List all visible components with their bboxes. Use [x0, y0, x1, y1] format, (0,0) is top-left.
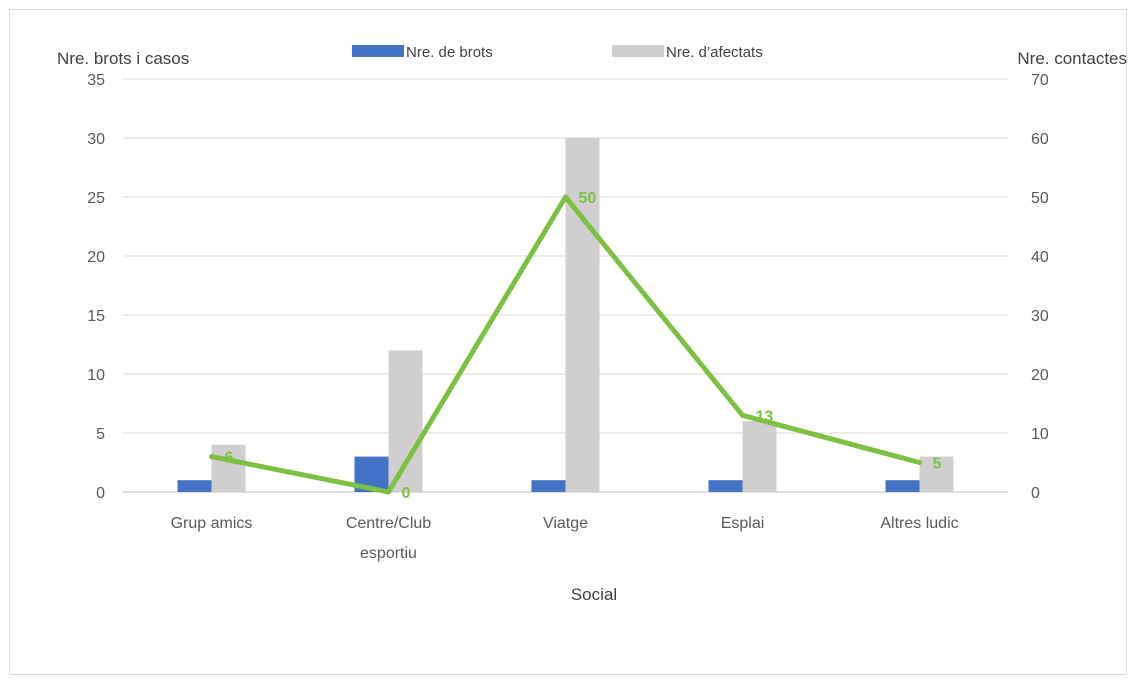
x-tick-label: esportiu — [360, 545, 417, 562]
line-point — [917, 460, 922, 465]
data-label: 50 — [579, 190, 597, 207]
y2-tick-label: 20 — [1031, 367, 1049, 384]
data-label: 5 — [933, 456, 942, 473]
legend-swatch — [352, 45, 404, 57]
bar-afectats — [211, 444, 246, 492]
x-tick-label: Altres ludic — [880, 515, 958, 532]
y2-axis-title: Nre. contactes — [1017, 49, 1127, 68]
y2-tick-label: 10 — [1031, 426, 1049, 443]
y2-tick-label: 0 — [1031, 485, 1040, 502]
line-point — [563, 194, 568, 200]
y-axis-title: Nre. brots i casos — [57, 49, 189, 68]
y-tick-label: 30 — [87, 131, 105, 148]
bar-brots — [531, 480, 566, 492]
x-axis-title: Social — [571, 585, 617, 604]
y2-tick-label: 60 — [1031, 131, 1049, 148]
data-label: 13 — [756, 408, 774, 425]
legend-swatch — [612, 45, 664, 57]
x-tick-label: Grup amics — [171, 515, 253, 532]
line-point — [740, 412, 745, 418]
data-label: 0 — [402, 485, 411, 502]
y-tick-label: 20 — [87, 249, 105, 266]
y-tick-label: 35 — [87, 72, 105, 89]
y-tick-label: 0 — [96, 485, 105, 502]
bar-brots — [177, 480, 212, 492]
legend-label: Nre. d’afectats — [666, 44, 763, 61]
bar-brots — [708, 480, 743, 492]
x-tick-label: Viatge — [543, 515, 588, 532]
y-tick-label: 5 — [96, 426, 105, 443]
bar-afectats — [742, 421, 777, 492]
bar-afectats — [388, 350, 423, 492]
y2-tick-label: 30 — [1031, 308, 1049, 325]
bar-afectats — [565, 138, 600, 492]
y-tick-label: 15 — [87, 308, 105, 325]
x-tick-label: Esplai — [721, 515, 765, 532]
data-label: 6 — [225, 450, 234, 467]
bar-afectats — [919, 456, 954, 492]
y2-tick-label: 70 — [1031, 72, 1049, 89]
y-tick-label: 25 — [87, 190, 105, 207]
x-tick-label: Centre/Club — [346, 515, 431, 532]
bar-brots — [885, 480, 920, 492]
line-point — [209, 454, 214, 460]
y2-tick-label: 40 — [1031, 249, 1049, 266]
y-tick-label: 10 — [87, 367, 105, 384]
y2-tick-label: 50 — [1031, 190, 1049, 207]
legend-label: Nre. de brots — [406, 44, 493, 61]
line-point — [386, 489, 391, 495]
